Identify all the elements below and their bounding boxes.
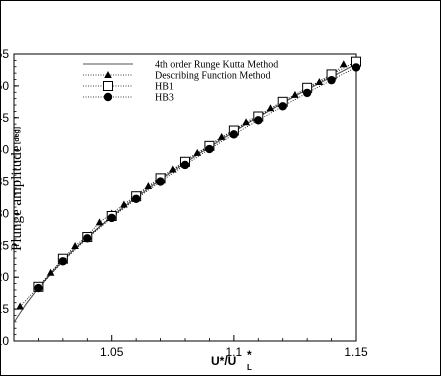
data-point	[266, 104, 275, 112]
series-layer	[13, 56, 361, 323]
x-axis-title: U*/U * L	[211, 348, 252, 372]
data-point	[193, 148, 202, 156]
data-point	[217, 132, 226, 140]
y-tick-label: 25	[1, 238, 9, 252]
y-tick-label: 20	[1, 270, 9, 284]
legend-item: HB3	[83, 93, 174, 104]
data-point	[131, 194, 141, 203]
legend-item: 4th order Runge Kutta Method	[83, 60, 278, 71]
x-tick-label: 1.05	[100, 345, 124, 359]
x-axis-ticks: 1.05 1.1 1.15	[38, 335, 368, 359]
y-tick-label: 45	[1, 111, 9, 125]
data-point	[95, 218, 104, 226]
y-tick-label: 15	[1, 302, 9, 316]
series-2	[33, 56, 361, 292]
legend-label: Describing Function Method	[155, 71, 271, 82]
series-line	[13, 63, 357, 323]
data-point	[83, 234, 92, 243]
data-point	[34, 283, 43, 293]
data-point	[156, 177, 165, 186]
y-axis-label: Plunge amplitude	[9, 145, 25, 251]
data-point	[71, 241, 79, 249]
x-tick-label: 1.1	[226, 345, 243, 359]
data-point	[144, 182, 153, 190]
data-point	[16, 302, 24, 310]
legend-swatch-marker	[103, 81, 113, 91]
x-tick-label: 1.15	[344, 345, 368, 359]
y-tick-label: 50	[1, 79, 9, 93]
data-point	[278, 102, 287, 111]
y-tick-label: 30	[1, 206, 9, 220]
x-axis-label: U*/U	[211, 354, 236, 368]
plot-area	[13, 53, 357, 342]
data-point	[315, 78, 324, 86]
series-3	[34, 63, 361, 293]
y-tick-label: 40	[1, 143, 9, 157]
data-point	[180, 160, 190, 170]
legend-swatch-marker	[104, 71, 112, 78]
series-line	[19, 63, 345, 307]
x-axis-label-subscript: L	[247, 363, 252, 372]
data-point	[291, 90, 299, 98]
y-tick-label: 35	[1, 175, 9, 189]
data-point	[46, 268, 55, 276]
y-axis-title: Plunge amplitude [deg]	[9, 127, 25, 251]
data-point	[254, 116, 263, 125]
data-point	[205, 144, 214, 154]
data-point	[302, 88, 312, 98]
legend-item: Describing Function Method	[83, 71, 271, 82]
series-1	[16, 60, 348, 310]
data-point	[58, 257, 68, 266]
data-point	[120, 200, 128, 208]
series-line	[38, 67, 357, 289]
data-point	[351, 63, 361, 72]
data-point	[327, 75, 336, 85]
x-axis-label-superscript: *	[247, 348, 252, 362]
legend-label: 4th order Runge Kutta Method	[155, 60, 278, 71]
y-tick-label: 55	[1, 47, 9, 61]
legend-label: HB3	[155, 93, 174, 104]
data-point	[107, 213, 116, 223]
series-0	[13, 63, 357, 323]
y-tick-label: 10	[1, 334, 9, 348]
data-point	[168, 165, 177, 173]
y-axis-ticks: 10 15 20 25 30 35 40 45 50 55	[1, 47, 19, 348]
legend-item: HB1	[83, 81, 174, 93]
data-point	[339, 60, 348, 68]
legend-label: HB1	[155, 82, 174, 93]
legend-swatch-marker	[103, 92, 113, 102]
data-point	[229, 130, 239, 139]
data-point	[242, 118, 250, 126]
y-axis-unit: [deg]	[14, 127, 21, 144]
